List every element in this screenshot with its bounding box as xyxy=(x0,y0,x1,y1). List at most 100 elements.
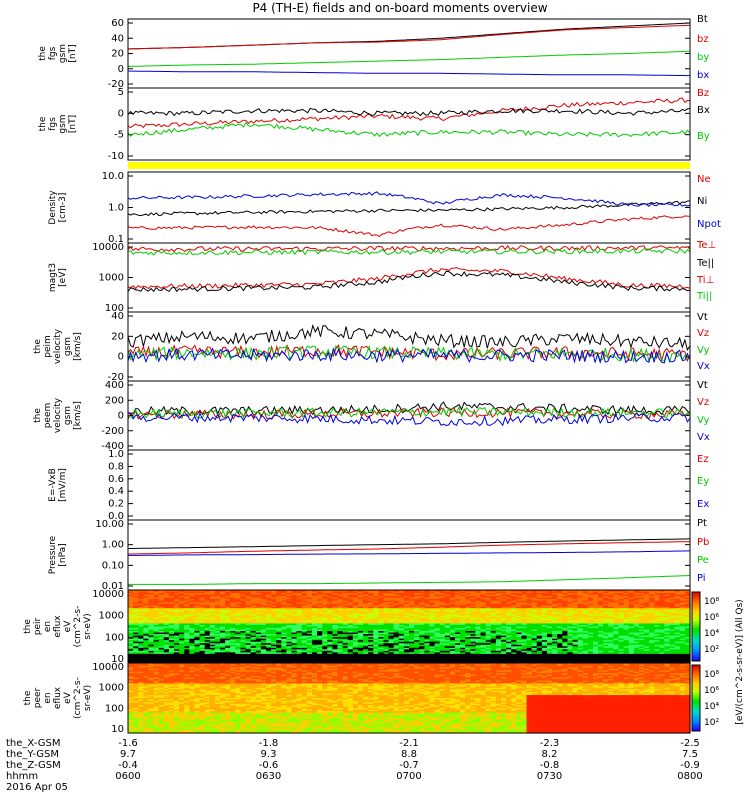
chart-title: P4 (TH-E) fields and on-board moments ov… xyxy=(252,1,547,15)
y-tick-label: 20 xyxy=(111,49,124,60)
panel-ylabel: peer xyxy=(33,687,43,708)
legend-entry: Vt xyxy=(697,312,708,323)
colorbar-tick: 10⁸ xyxy=(704,670,719,680)
legend-entry: Pe xyxy=(697,555,709,566)
xaxis-tick-label: -0.9 xyxy=(680,760,700,771)
y-tick-label: 100 xyxy=(105,703,124,714)
xaxis-tick-label: 9.7 xyxy=(120,749,136,760)
colorbar-tick: 10⁶ xyxy=(704,613,719,623)
legend-entry: Ez xyxy=(697,454,709,465)
colorbar-tick: 10⁴ xyxy=(704,629,719,639)
series-line-Vz xyxy=(128,345,690,361)
legend-entry: Vx xyxy=(697,361,710,372)
y-tick-label: 1000 xyxy=(99,273,124,284)
panel-ylabel: fgs xyxy=(48,46,58,60)
colorbar-tick: 10² xyxy=(704,645,719,655)
y-tick-label: 10000 xyxy=(92,242,124,253)
panel-ylabel: gsm xyxy=(63,337,73,356)
y-tick-label: -10 xyxy=(108,151,124,162)
legend-entry: Ne xyxy=(697,174,711,185)
y-tick-label: 1000 xyxy=(99,683,124,694)
legend-entry: Pb xyxy=(697,537,709,548)
y-tick-label: 1.0 xyxy=(108,203,124,214)
series-line-Ne xyxy=(128,216,690,237)
y-tick-label: 400 xyxy=(105,380,124,391)
panel-ylabel: the xyxy=(33,408,43,423)
y-tick-label: 0.2 xyxy=(108,499,124,510)
legend-entry: Ti⊥ xyxy=(696,275,714,286)
xaxis-row-label: the_X-GSM xyxy=(6,738,60,749)
colorbar xyxy=(692,592,700,661)
series-line-Pi xyxy=(128,551,690,556)
plot-date: 2016 Apr 05 xyxy=(6,782,68,793)
colorbar-tick: 10⁶ xyxy=(704,686,719,696)
xaxis-tick-label: 0600 xyxy=(115,771,140,782)
panel-ylabel: en xyxy=(43,692,53,703)
panel-ylabel: peir xyxy=(33,617,43,635)
colorbar-tick: 10⁸ xyxy=(704,597,719,607)
series-line-Vx xyxy=(128,413,690,426)
y-tick-label: -200 xyxy=(101,426,124,437)
series-line-By xyxy=(128,123,690,137)
y-tick-label: 20 xyxy=(111,331,124,342)
xaxis-tick-label: -1.6 xyxy=(118,738,138,749)
y-tick-label: 0.6 xyxy=(108,474,124,485)
panel-ylabel: Density xyxy=(48,190,58,225)
panel-ylabel: eflux xyxy=(53,615,63,638)
panel-ylabel: [km/s] xyxy=(73,332,83,361)
colorbar-tick: 10⁴ xyxy=(704,702,719,712)
panel-ylabel: en xyxy=(43,621,53,632)
y-tick-label: 10 xyxy=(111,724,124,735)
legend-entry: Vx xyxy=(697,432,710,443)
panel-ylabel: [eV] xyxy=(58,268,68,287)
panel-ylabel: peem xyxy=(43,403,53,429)
legend-entry: Te⊥ xyxy=(696,240,716,251)
series-line-Bt xyxy=(128,23,690,49)
panel-ylabel: [nT] xyxy=(68,44,78,62)
xaxis-tick-label: -0.4 xyxy=(118,760,138,771)
legend-entry: by xyxy=(697,52,709,63)
xaxis-tick-label: 0700 xyxy=(396,771,421,782)
y-tick-label: 0.4 xyxy=(108,486,124,497)
y-tick-label: 10000 xyxy=(92,662,124,673)
panel-ylabel: the xyxy=(23,690,33,705)
colorbar-tick: 10² xyxy=(704,718,719,728)
xaxis-tick-label: -2.1 xyxy=(399,738,419,749)
xaxis-row-label: the_Z-GSM xyxy=(6,760,61,771)
panel-ylabel: [cm-3] xyxy=(58,193,68,223)
legend-entry: Bx xyxy=(697,105,710,116)
legend-entry: Vt xyxy=(697,380,708,391)
panel-ylabel: (cm^2-s- xyxy=(73,677,83,719)
legend-entry: Npot xyxy=(697,219,721,230)
xaxis-tick-label: 8.2 xyxy=(542,749,558,760)
xaxis-tick-label: -2.3 xyxy=(540,738,560,749)
xaxis-tick-label: -2.5 xyxy=(680,738,700,749)
series-line-Pe xyxy=(128,576,690,585)
legend-entry: Pi xyxy=(697,573,706,584)
y-tick-label: 100 xyxy=(105,632,124,643)
y-tick-label: -5 xyxy=(114,130,124,141)
series-line-bz xyxy=(128,25,690,49)
panel-ylabel: eV xyxy=(63,691,73,704)
series-line-by xyxy=(128,51,690,66)
y-tick-label: 0.8 xyxy=(108,461,124,472)
y-tick-label: 200 xyxy=(105,395,124,406)
xaxis-tick-label: 8.8 xyxy=(401,749,417,760)
y-tick-label: 40 xyxy=(111,311,124,322)
y-tick-label: 0 xyxy=(118,411,124,422)
legend-entry: Bt xyxy=(697,14,708,25)
legend-entry: Vz xyxy=(697,397,709,408)
panel-ylabel: gsm xyxy=(63,406,73,425)
panel-ylabel: the xyxy=(33,339,43,354)
xaxis-tick-label: 9.3 xyxy=(261,749,277,760)
panel-ylabel: eflux xyxy=(53,686,63,709)
series-line-Ti⊥ xyxy=(128,246,690,252)
panel-ylabel: magt3 xyxy=(48,263,58,292)
legend-entry: Pt xyxy=(697,518,707,529)
panel-ylabel: the xyxy=(23,619,33,634)
